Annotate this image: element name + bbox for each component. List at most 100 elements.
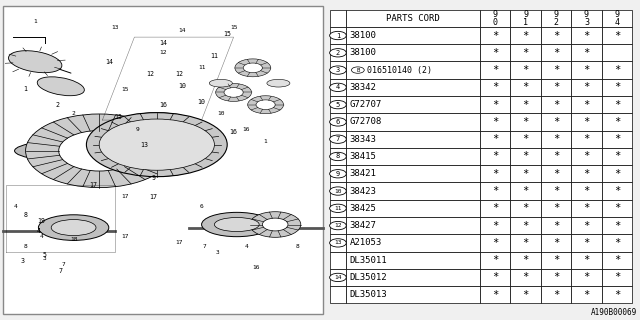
Text: 3: 3 <box>216 250 220 255</box>
Text: 3: 3 <box>20 258 24 264</box>
Ellipse shape <box>218 86 250 99</box>
Ellipse shape <box>37 77 84 96</box>
Bar <box>572 234 602 252</box>
Bar <box>511 79 541 96</box>
Bar <box>480 131 511 148</box>
Circle shape <box>248 96 284 114</box>
Bar <box>541 217 572 234</box>
Bar <box>480 234 511 252</box>
Text: *: * <box>492 272 499 283</box>
Text: 16: 16 <box>243 127 250 132</box>
Bar <box>330 182 346 200</box>
Text: *: * <box>553 117 559 127</box>
Text: *: * <box>553 238 559 248</box>
Text: 38342: 38342 <box>349 83 376 92</box>
Bar <box>330 217 346 234</box>
Text: *: * <box>553 186 559 196</box>
Text: *: * <box>492 30 499 41</box>
Text: 9
2: 9 2 <box>554 10 559 27</box>
Bar <box>511 131 541 148</box>
Circle shape <box>93 113 221 177</box>
Bar <box>541 44 572 61</box>
Bar <box>602 234 632 252</box>
Bar <box>330 113 346 131</box>
Text: 1: 1 <box>336 33 340 38</box>
Text: *: * <box>583 290 589 300</box>
Circle shape <box>59 131 140 171</box>
Ellipse shape <box>202 212 272 237</box>
Bar <box>480 96 511 113</box>
Text: 13: 13 <box>140 142 148 148</box>
Text: 1: 1 <box>33 19 37 24</box>
Text: *: * <box>553 220 559 231</box>
Bar <box>511 96 541 113</box>
Ellipse shape <box>51 220 96 236</box>
Bar <box>330 61 346 79</box>
Text: *: * <box>522 65 529 75</box>
Bar <box>330 27 346 44</box>
Text: *: * <box>522 134 529 144</box>
Text: 1: 1 <box>24 86 28 92</box>
Circle shape <box>330 118 346 126</box>
Bar <box>541 27 572 44</box>
Text: 38421: 38421 <box>349 169 376 178</box>
Bar <box>511 10 541 27</box>
Text: 38100: 38100 <box>349 48 376 57</box>
Text: 4: 4 <box>36 228 40 234</box>
Bar <box>346 61 480 79</box>
Bar <box>602 217 632 234</box>
Text: 2: 2 <box>56 102 60 108</box>
Text: *: * <box>614 65 620 75</box>
Bar <box>480 165 511 182</box>
Bar <box>602 269 632 286</box>
Bar <box>541 113 572 131</box>
Text: *: * <box>583 238 589 248</box>
Text: 8: 8 <box>24 212 28 218</box>
Bar <box>572 61 602 79</box>
Bar <box>346 79 480 96</box>
Bar <box>480 10 511 27</box>
Text: 9
0: 9 0 <box>493 10 498 27</box>
Bar <box>572 252 602 269</box>
Bar <box>602 96 632 113</box>
Text: *: * <box>553 169 559 179</box>
Text: 16: 16 <box>252 265 260 270</box>
Text: 11: 11 <box>334 206 342 211</box>
Text: *: * <box>614 134 620 144</box>
Bar <box>541 200 572 217</box>
Text: 6: 6 <box>336 119 340 125</box>
Text: *: * <box>492 48 499 58</box>
Text: *: * <box>522 82 529 92</box>
Text: PARTS CORD: PARTS CORD <box>387 14 440 23</box>
Text: *: * <box>583 134 589 144</box>
Ellipse shape <box>267 79 290 87</box>
Bar <box>511 165 541 182</box>
Text: 12: 12 <box>159 50 167 55</box>
Text: 15: 15 <box>223 31 231 37</box>
Text: 19: 19 <box>38 219 45 224</box>
Bar <box>572 217 602 234</box>
Text: 2: 2 <box>72 111 76 116</box>
Text: *: * <box>522 272 529 283</box>
Text: *: * <box>492 203 499 213</box>
Bar <box>330 286 346 303</box>
Bar <box>346 27 480 44</box>
Bar <box>541 269 572 286</box>
Circle shape <box>330 187 346 195</box>
Text: *: * <box>614 151 620 162</box>
Text: 17: 17 <box>89 181 97 188</box>
Text: *: * <box>583 30 589 41</box>
Bar <box>346 10 480 27</box>
Text: *: * <box>553 203 559 213</box>
Bar <box>346 200 480 217</box>
Bar <box>511 44 541 61</box>
Text: *: * <box>553 255 559 265</box>
Text: *: * <box>522 30 529 41</box>
Text: 15: 15 <box>121 87 129 92</box>
Bar <box>330 252 346 269</box>
Bar <box>602 165 632 182</box>
Circle shape <box>330 49 346 57</box>
Text: *: * <box>522 186 529 196</box>
Bar <box>511 234 541 252</box>
Text: *: * <box>583 65 589 75</box>
